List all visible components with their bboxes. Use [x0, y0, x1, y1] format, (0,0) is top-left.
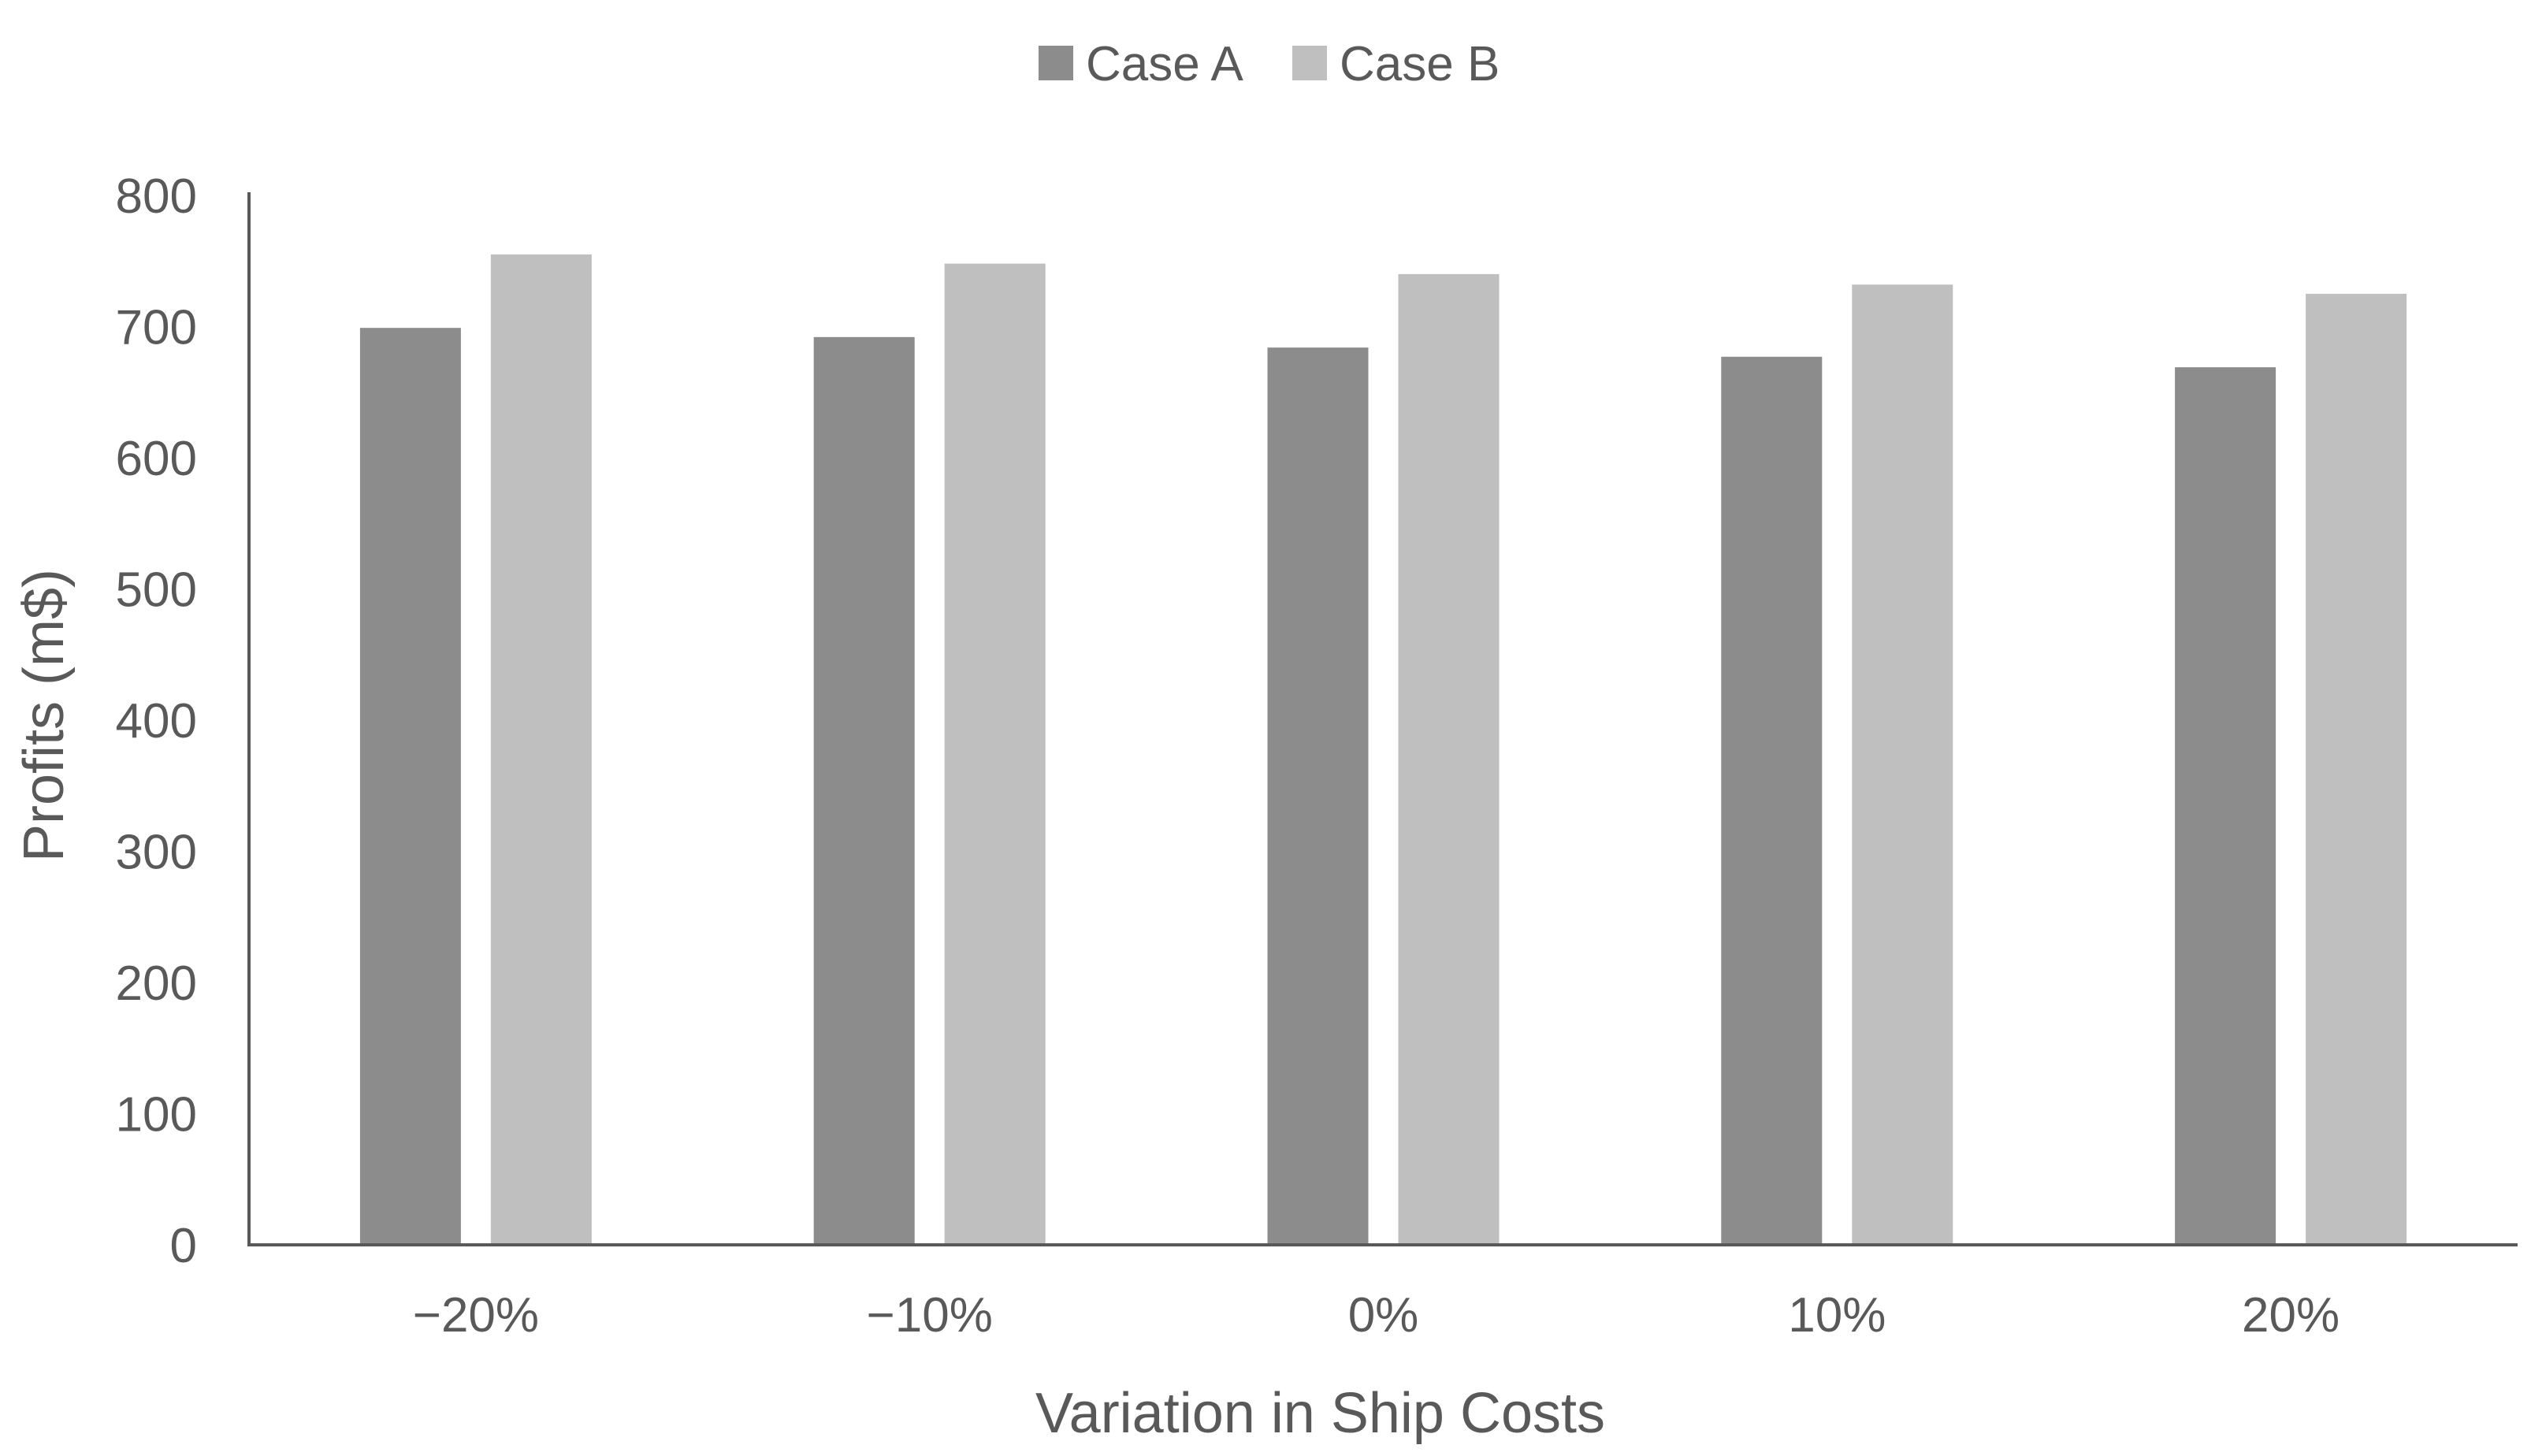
x-tick-label: −20%: [413, 1288, 539, 1343]
bar-case-b: [944, 263, 1046, 1246]
y-tick-label: 200: [116, 956, 197, 1011]
y-axis-ticks: 0 100 200 300 400 500 600 700 800: [116, 169, 197, 1273]
x-tick-label: 20%: [2242, 1288, 2340, 1343]
legend: Case A Case B: [1039, 37, 1500, 91]
y-tick-label: 300: [116, 826, 197, 880]
bar-case-a: [359, 328, 461, 1245]
bar-case-b: [1398, 273, 1500, 1245]
y-tick-label: 400: [116, 694, 197, 748]
legend-label: Case B: [1340, 37, 1500, 91]
legend-label: Case A: [1086, 37, 1244, 91]
y-tick-label: 100: [116, 1088, 197, 1142]
y-tick-label: 700: [116, 301, 197, 355]
y-tick-label: 800: [116, 169, 197, 224]
legend-swatch: [1292, 46, 1327, 80]
bar-case-b: [2306, 293, 2407, 1245]
x-tick-label: 0%: [1348, 1288, 1419, 1343]
y-tick-label: 600: [116, 432, 197, 486]
bar-case-a: [813, 336, 915, 1245]
x-tick-label: −10%: [867, 1288, 993, 1343]
x-axis-ticks: −20% −10% 0% 10% 20%: [413, 1288, 2340, 1343]
bars: [359, 254, 2407, 1246]
y-axis-title: Profits (m$): [13, 569, 76, 862]
bar-case-b: [1852, 284, 1953, 1246]
x-tick-label: 10%: [1788, 1288, 1886, 1343]
bar-case-a: [1267, 347, 1369, 1245]
x-axis-title: Variation in Ship Costs: [1035, 1382, 1605, 1445]
y-tick-label: 0: [170, 1219, 197, 1273]
bar-case-a: [1721, 356, 1823, 1245]
y-tick-label: 500: [116, 563, 197, 618]
bar-case-a: [2175, 367, 2276, 1245]
legend-swatch: [1039, 46, 1073, 80]
bar-case-b: [490, 254, 592, 1245]
